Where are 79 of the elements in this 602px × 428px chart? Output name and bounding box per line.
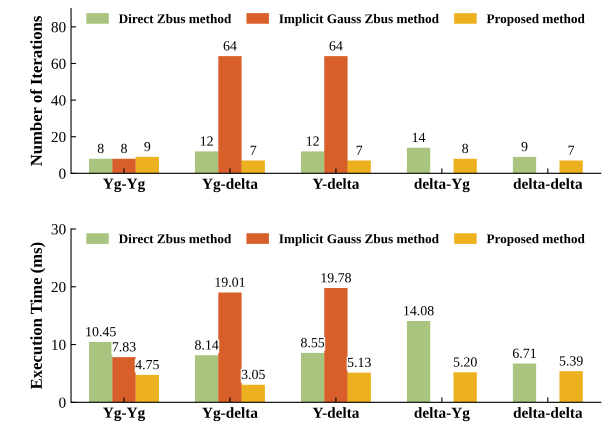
data-label: 10.45 — [86, 326, 116, 336]
bar — [195, 151, 218, 174]
data-label: 9 — [521, 142, 528, 152]
data-label: 4.75 — [135, 360, 159, 370]
bar — [218, 56, 242, 174]
y-tick-label: 60 — [52, 58, 66, 69]
x-tick-label: Y-delta — [312, 178, 360, 189]
data-label: 12 — [306, 136, 319, 146]
data-label: 3.05 — [242, 370, 265, 380]
data-label: 64 — [330, 41, 343, 51]
legend-label: Direct Zbus method — [118, 14, 232, 24]
y-tick-label: 20 — [52, 132, 66, 142]
bar — [559, 371, 583, 402]
data-label: 6.71 — [512, 348, 536, 358]
bar — [89, 158, 112, 174]
data-label: 7 — [568, 146, 574, 155]
y-tick-label: 30 — [52, 224, 66, 234]
legend-label: Proposed method — [486, 234, 585, 246]
x-tick-label: delta-Yg — [414, 407, 470, 422]
bar — [112, 357, 136, 402]
bar — [89, 342, 112, 402]
x-tick-label: Yg-delta — [202, 407, 258, 422]
bar — [559, 160, 583, 174]
y-tick-label: 40 — [51, 95, 66, 106]
data-label: 12 — [200, 136, 213, 146]
bar — [406, 320, 430, 402]
data-label: 19.01 — [216, 278, 245, 287]
bar — [454, 372, 477, 402]
x-tick-label: delta-Yg — [414, 178, 470, 192]
x-tick-label: delta-delta — [514, 407, 582, 418]
bar — [218, 292, 242, 402]
data-label: 8 — [98, 144, 104, 154]
data-label: 14 — [412, 132, 426, 142]
data-label: 5.39 — [560, 356, 583, 366]
bar — [348, 160, 371, 174]
bar — [300, 352, 324, 402]
y-axis-title: Number of Iterations — [30, 16, 42, 166]
bar — [242, 384, 265, 402]
y-tick-label: 0 — [59, 397, 66, 408]
bar — [300, 151, 324, 174]
bar — [406, 148, 430, 174]
bar — [112, 158, 136, 174]
data-label: 8 — [462, 144, 468, 154]
x-tick-label: Yg-Yg — [103, 408, 146, 422]
data-label: 5.13 — [348, 358, 371, 368]
data-label: 19.78 — [322, 273, 352, 282]
data-label: 5.20 — [454, 357, 477, 367]
bar — [195, 355, 218, 402]
x-tick-label: Y-delta — [312, 407, 360, 418]
bar — [454, 158, 477, 174]
y-tick-label: 80 — [51, 22, 66, 32]
bar — [324, 288, 348, 402]
data-label: 7.83 — [112, 342, 136, 352]
legend-label: Direct Zbus method — [118, 234, 232, 244]
bar — [242, 160, 265, 174]
data-label: 7 — [356, 146, 362, 155]
data-label: 64 — [224, 41, 237, 51]
data-label: 8.55 — [300, 338, 324, 348]
bar — [512, 364, 536, 402]
legend-label: Implicit Gauss Zbus method — [279, 14, 439, 26]
bar — [324, 56, 348, 174]
bar — [136, 374, 159, 402]
x-tick-label: Yg-delta — [202, 178, 258, 192]
data-label: 14.08 — [404, 306, 434, 316]
data-label: 8 — [121, 144, 127, 154]
y-axis-title: Execution Time (ms) — [30, 242, 46, 390]
data-label: 7 — [250, 146, 256, 155]
bar — [512, 156, 536, 174]
bar — [136, 156, 159, 174]
y-tick-label: 0 — [59, 168, 66, 179]
data-label: 8.14 — [195, 340, 219, 350]
legend-label: Implicit Gauss Zbus method — [279, 234, 439, 246]
x-tick-label: delta-delta — [514, 178, 582, 189]
legend-label: Proposed method — [486, 14, 585, 26]
data-label: 9 — [144, 142, 150, 152]
x-tick-label: Yg-Yg — [103, 178, 146, 192]
y-tick-label: 10 — [52, 340, 66, 350]
y-tick-label: 20 — [52, 282, 66, 292]
bar — [348, 372, 371, 402]
